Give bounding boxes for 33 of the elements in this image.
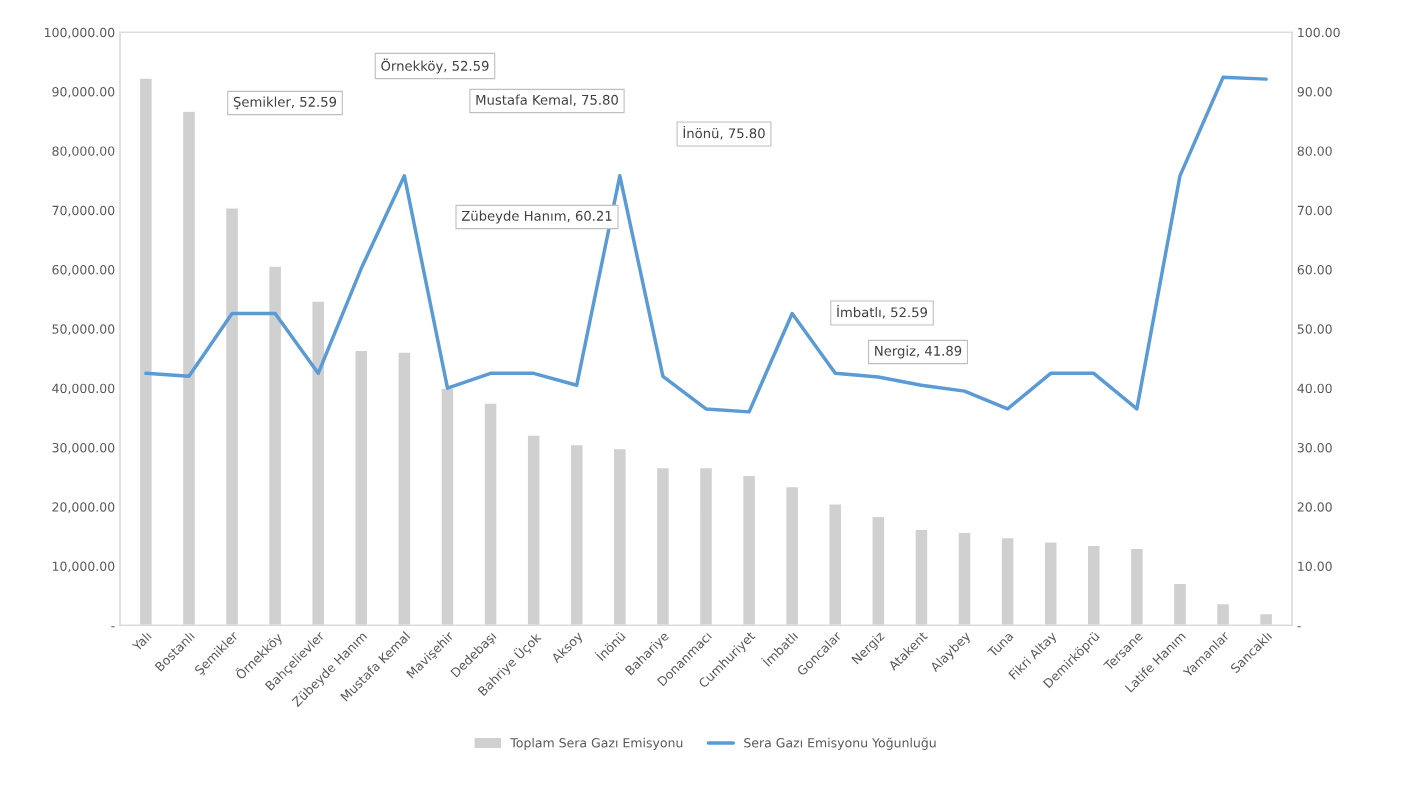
y2-tick-label: 60.00 (1297, 265, 1332, 275)
y-tick-label: - (111, 626, 115, 628)
annotation: Zübeyde Hanım, 60.21 (461, 210, 612, 224)
line-series (144, 75, 1268, 414)
y2-tick-label: 20.00 (1297, 502, 1332, 512)
y2-tick-label: 50.00 (1297, 324, 1332, 334)
annotation: Nergiz, 41.89 (875, 345, 962, 359)
y-tick-label: 60,000.00 (52, 265, 115, 276)
annotation: İnönü, 75.80 (683, 126, 765, 140)
y-tick-label: 10,000.00 (52, 561, 115, 573)
y-tick-label: 50,000.00 (52, 324, 115, 336)
y-tick-label: 40,000.00 (52, 383, 115, 395)
y2-tick-label: 100.00 (1298, 27, 1340, 38)
annotation: İmbatlı, 52.59 (837, 305, 928, 319)
y-tick-label: 20,000.00 (52, 502, 115, 513)
y-tick-label: 30,000.00 (52, 442, 115, 454)
y2-tick-label: 40.00 (1297, 383, 1332, 394)
y2-tick-label: 10.00 (1298, 561, 1332, 572)
annotation: Mustafa Kemal, 75.80 (476, 94, 618, 107)
y-tick-label: 80,000.00 (52, 146, 115, 158)
annotation: Örnekköy, 52.59 (381, 58, 489, 74)
y2-tick-label: 30.00 (1297, 442, 1332, 453)
y-tick-label: 100,000.00 (44, 27, 115, 39)
x-tick-label: Yalı (131, 631, 152, 652)
y2-tick-label: 70.00 (1297, 205, 1332, 216)
y2-tick-label: - (1297, 626, 1301, 628)
legend-label: Toplam Sera Gazı Emisyonu (510, 737, 683, 750)
y2-tick-label: 90.00 (1297, 87, 1332, 97)
y2-tick-label: 80.00 (1297, 146, 1332, 156)
legend-label: Sera Gazı Emisyonu Yoğunluğu (744, 737, 936, 750)
annotation: Şemikler, 52.59 (233, 96, 337, 110)
y-tick-label: 90,000.00 (52, 87, 115, 98)
y-tick-label: 70,000.00 (52, 205, 115, 217)
